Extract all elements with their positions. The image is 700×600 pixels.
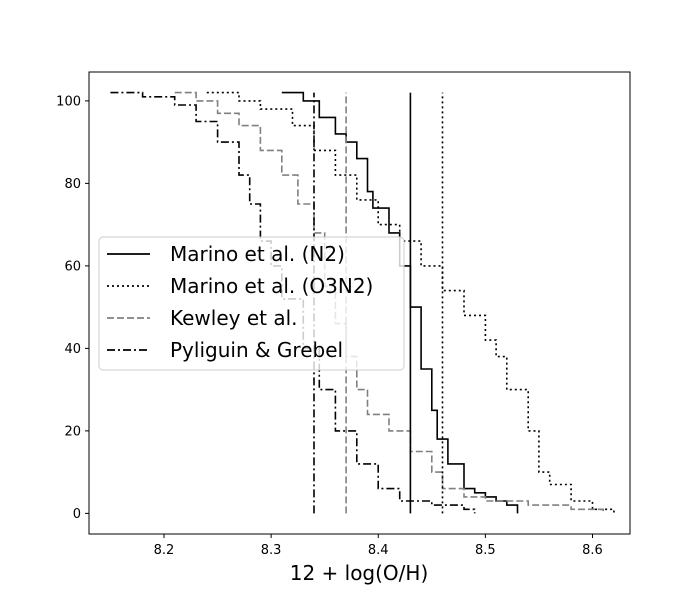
x-tick-label-2: 8.4	[368, 543, 389, 558]
y-axis: 0 20 40 60 80 100	[56, 94, 89, 522]
legend-label-2: Kewley et al.	[170, 306, 298, 330]
legend: Marino et al. (N2) Marino et al. (O3N2) Ke…	[98, 236, 405, 371]
x-tick-label-0: 8.2	[154, 543, 175, 558]
x-tick-label-1: 8.3	[261, 543, 282, 558]
x-tick-label-3: 8.5	[475, 543, 496, 558]
series-line-1	[206, 91, 615, 514]
series-line-3	[110, 91, 476, 514]
plot-frame	[88, 71, 631, 535]
y-tick-label-2: 40	[64, 342, 81, 357]
y-tick-label-5: 100	[56, 94, 81, 109]
legend-label-3: Pyliguin & Grebel	[170, 338, 343, 362]
x-axis-label: 12 + log(O/H)	[290, 561, 429, 585]
y-tick-label-3: 60	[64, 259, 81, 274]
x-tick-label-4: 8.6	[582, 543, 603, 558]
legend-label-1: Marino et al. (O3N2)	[170, 274, 373, 298]
x-axis: 8.2 8.3 8.4 8.5 8.6	[154, 534, 603, 558]
legend-label-0: Marino et al. (N2)	[170, 242, 345, 266]
legend-frame	[98, 236, 405, 371]
y-tick-label-1: 20	[64, 424, 81, 439]
y-tick-label-0: 0	[73, 507, 81, 522]
y-tick-label-4: 80	[64, 177, 81, 192]
